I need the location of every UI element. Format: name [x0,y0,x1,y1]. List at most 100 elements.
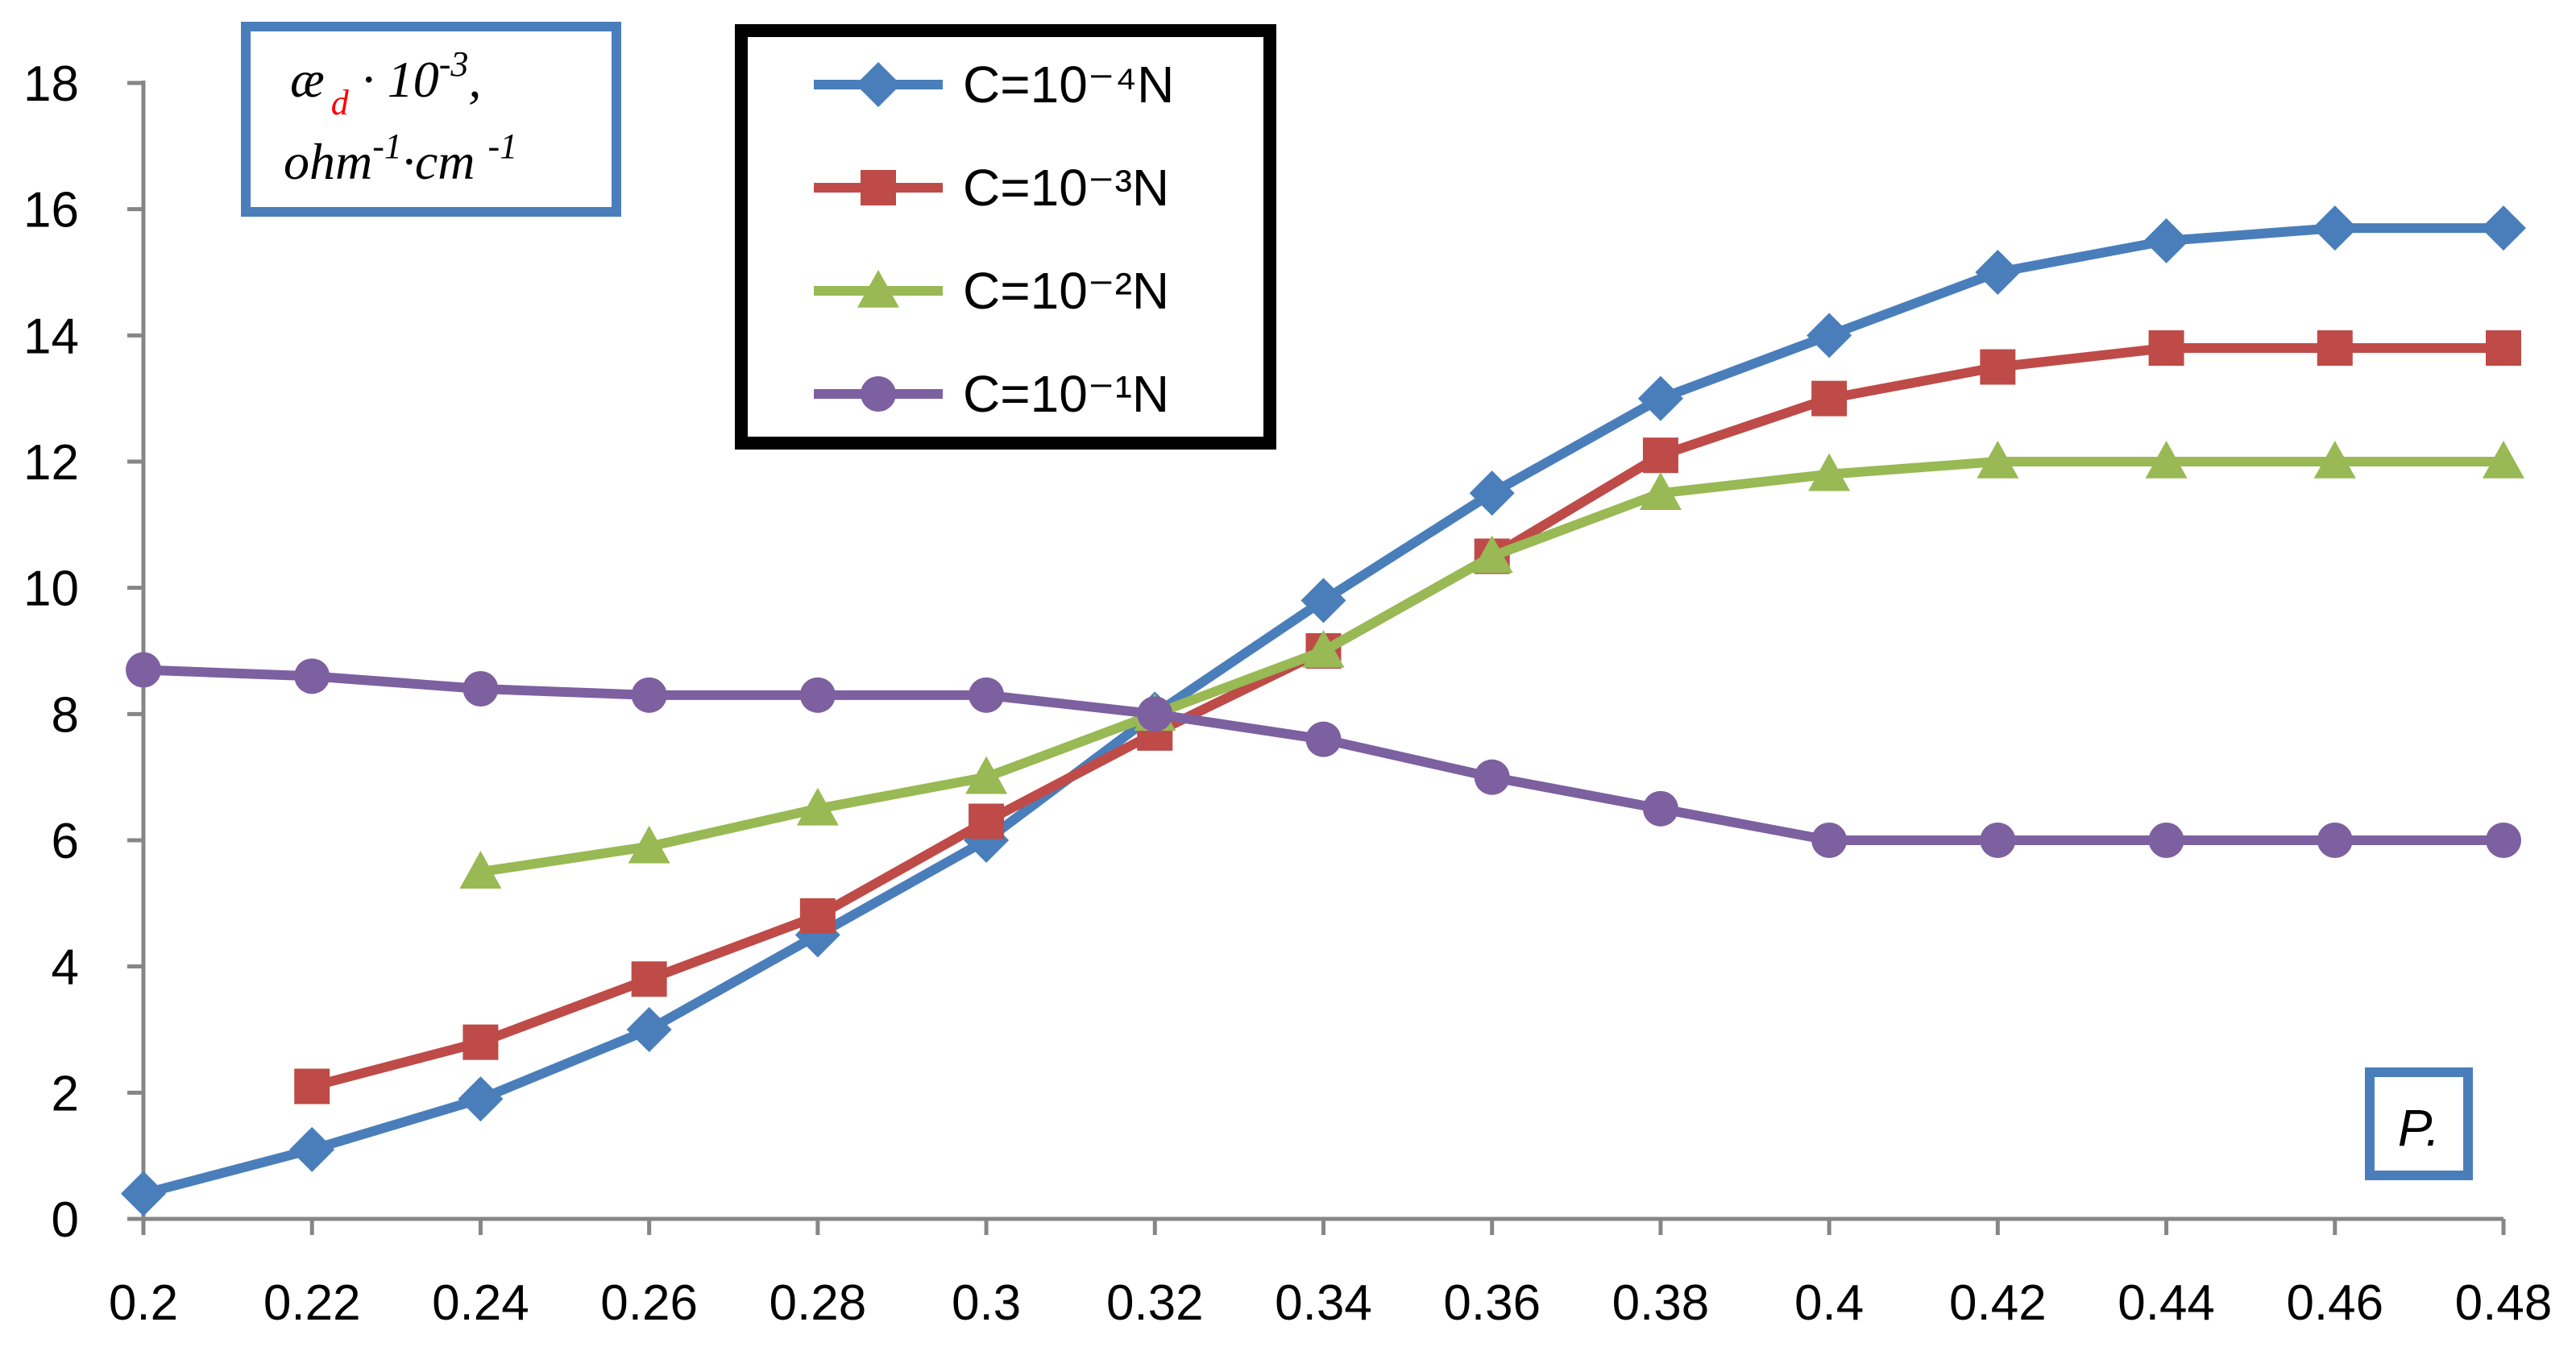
data-point [294,1068,330,1105]
y-axis-label-line2: ohm-1·cm -1 [284,126,517,190]
data-point [2145,441,2188,479]
legend-label: C=10⁻³N [963,159,1169,217]
series-layer [121,205,2526,1216]
data-point [969,677,1005,713]
data-point [1977,441,2019,479]
x-tick-label: 0.3 [952,1275,1021,1331]
x-tick-label: 0.22 [263,1275,361,1331]
data-point [2483,441,2524,479]
x-tick-label: 0.2 [109,1275,178,1331]
y-tick-label: 6 [52,814,79,869]
legend-swatch-marker [861,170,896,205]
data-point [121,1171,166,1216]
x-axis-label: P. [2365,1067,2473,1180]
y-tick-label: 16 [23,183,79,238]
legend-item: C=10⁻³N [814,159,1169,217]
legend-label: C=10⁻⁴N [963,56,1174,114]
data-point [463,671,499,707]
data-point [1639,472,1682,510]
x-tick-label: 0.28 [769,1275,867,1331]
data-point [2148,823,2184,858]
data-point [1980,823,2016,858]
data-point [1637,375,1683,421]
data-point [2481,205,2526,251]
data-point [126,652,161,688]
ylabel-comma: , [468,51,481,108]
ylabel-exp1: -1 [372,126,402,166]
legend-swatch-marker [856,62,901,107]
x-axis-label-box [2365,1067,2473,1180]
y-axis-label-box [241,22,621,217]
x-tick-label: 0.44 [2118,1275,2215,1331]
ylabel-ohm: ohm [284,133,372,190]
data-point [1811,380,1848,417]
data-point [628,825,670,864]
data-point [2312,205,2358,251]
ylabel-symbol: æ [290,51,325,108]
data-point [799,898,836,934]
x-tick-label: 0.24 [432,1275,529,1331]
y-tick-label: 2 [52,1066,79,1121]
legend-item: C=10⁻¹N [814,365,1169,423]
y-tick-label: 18 [23,56,79,112]
legend-label: C=10⁻¹N [963,365,1169,423]
data-point [1471,535,1513,574]
legend-box [735,24,1276,450]
x-tick-label: 0.48 [2455,1275,2553,1331]
data-point [969,803,1005,839]
data-point [1642,790,1678,827]
x-tick-label: 0.4 [1794,1275,1864,1331]
data-point [965,756,1008,794]
data-point [1474,759,1510,795]
y-tick-label: 4 [52,940,79,996]
series-2 [294,330,2521,1105]
y-tick-label: 14 [23,309,79,364]
x-axis-ticks: 0.2 0.22 0.24 0.26 0.28 0.3 0.32 0.34 0.36 0.38 0.… [109,1219,2552,1331]
data-point [631,961,667,997]
legend-items: C=10⁻⁴N C=10⁻³N C=10⁻²N C=10⁻¹N [814,56,1174,423]
data-point [2486,823,2521,858]
data-point [1305,721,1342,757]
data-point [1811,823,1848,858]
ylabel-subscript: d [331,83,350,122]
x-axis-label-text: P. [2398,1099,2440,1157]
legend-item: C=10⁻⁴N [814,56,1174,114]
legend-swatch-marker [857,270,899,308]
data-point [2317,823,2353,858]
data-point [1808,453,1851,491]
data-point [289,1126,335,1172]
data-point [2143,218,2189,263]
data-point [1642,437,1678,474]
y-tick-label: 8 [52,687,79,743]
data-point [1469,470,1515,516]
data-point [626,1007,672,1052]
series-3 [459,441,2524,889]
x-tick-label: 0.38 [1612,1275,1710,1331]
legend-item: C=10⁻²N [814,262,1169,320]
x-tick-label: 0.36 [1443,1275,1541,1331]
data-point [1807,313,1852,359]
data-point [463,1024,499,1060]
legend-label: C=10⁻²N [963,262,1169,320]
y-tick-label: 12 [23,435,79,491]
data-point [2317,330,2353,366]
data-point [2148,330,2184,366]
data-point [294,658,330,694]
legend: C=10⁻⁴N C=10⁻³N C=10⁻²N C=10⁻¹N [735,24,1276,450]
x-tick-label: 0.32 [1106,1275,1204,1331]
y-tick-label: 0 [52,1192,79,1248]
data-point [1302,630,1345,668]
series-line [475,457,2508,877]
series-4 [126,652,2521,858]
ylabel-exp: -3 [439,44,469,84]
ylabel-exp2: -1 [488,126,518,166]
data-point [796,787,839,826]
ylabel-rest: · 10 [349,51,439,108]
y-tick-label: 10 [23,562,79,617]
data-point [1137,696,1173,732]
data-point [2313,441,2356,479]
data-point [458,1076,504,1122]
